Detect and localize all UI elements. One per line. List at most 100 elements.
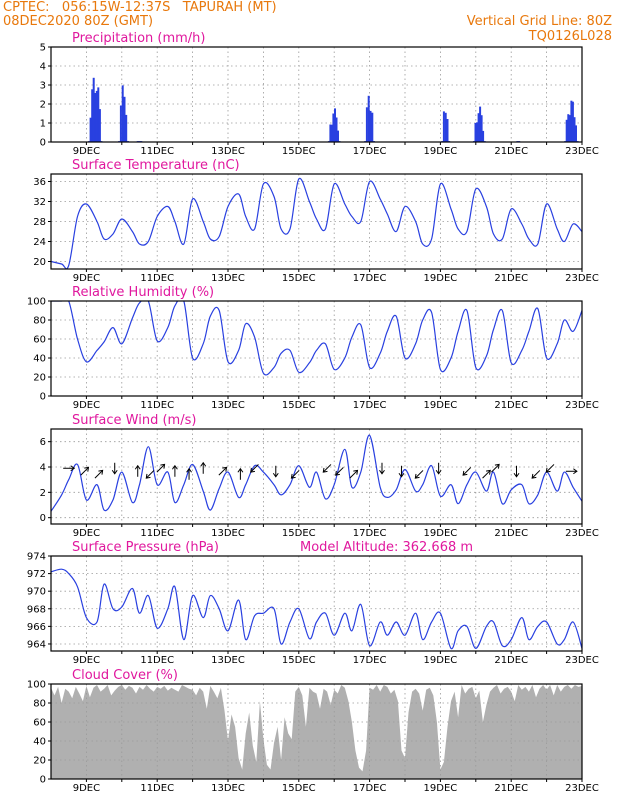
- precip-bar: [571, 101, 574, 142]
- x-tick-label: 21DEC: [494, 528, 528, 539]
- y-tick-label: 974: [27, 552, 46, 563]
- precip-bar: [442, 111, 445, 142]
- x-tick-label: 23DEC: [565, 655, 599, 666]
- x-tick-label: 9DEC: [73, 146, 100, 157]
- wind-arrow: [398, 465, 405, 478]
- precip-bar: [474, 123, 477, 142]
- panel-temperature: 20 24 28 32 36 9DEC 11DEC 13DEC 15DEC 17DEC 19DEC 2…: [33, 158, 599, 284]
- precip-bar: [123, 96, 126, 142]
- panel-frame: [50, 46, 583, 143]
- precip-bar: [567, 114, 570, 142]
- x-tick-label: 17DEC: [353, 783, 387, 794]
- panels: 0 1 2 3 4 5 9DEC 11DEC 13DEC 15DEC 17DEC 19DEC 21DEC…: [27, 31, 599, 794]
- y-tick-label: 40: [33, 354, 46, 365]
- panel-title: Surface Temperature (nC): [72, 158, 240, 173]
- wind-arrow: [379, 462, 385, 475]
- x-tick-label: 9DEC: [73, 273, 100, 284]
- precip-bar: [332, 113, 335, 142]
- x-tick-label: 11DEC: [140, 655, 174, 666]
- wind-arrow: [80, 466, 90, 476]
- y-tick-label: 968: [27, 604, 46, 615]
- y-tick-label: 28: [33, 217, 46, 228]
- y-tick-label: 2: [40, 100, 46, 111]
- precip-bar: [369, 110, 372, 142]
- panel-title: Surface Pressure (hPa): [72, 540, 219, 555]
- panel-humidity: 0 20 40 60 80 100 9DEC 11DEC 13DEC 15DEC 17DEC 19DE…: [27, 285, 599, 411]
- y-tick-label: 5: [40, 43, 46, 54]
- wind-arrow: [218, 466, 228, 476]
- precip-bar: [335, 117, 338, 142]
- precip-bar: [476, 122, 479, 142]
- wind-arrow: [414, 470, 424, 479]
- x-tick-label: 13DEC: [211, 528, 245, 539]
- wind-arrow: [63, 465, 76, 472]
- y-tick-label: 100: [27, 680, 46, 691]
- precip-bar: [92, 77, 95, 142]
- precip-bar: [367, 95, 370, 142]
- wind-arrow: [145, 470, 155, 479]
- y-tick-label: 966: [27, 622, 46, 633]
- x-tick-label: 23DEC: [565, 783, 599, 794]
- precip-bar: [89, 117, 92, 142]
- precip-bar: [334, 108, 336, 142]
- wind-arrow: [335, 467, 344, 476]
- precip-bar: [573, 117, 576, 142]
- series-line: [51, 434, 582, 512]
- y-tick-label: 0: [40, 392, 46, 403]
- header-location: CPTEC: 056:15W-12:37S TAPURAH (MT): [3, 0, 277, 15]
- header-model-code: TQ0126L028: [528, 29, 612, 44]
- x-tick-label: 9DEC: [73, 783, 100, 794]
- y-tick-label: 24: [33, 237, 46, 248]
- y-tick-label: 970: [27, 587, 46, 598]
- y-tick-label: 1: [40, 119, 46, 130]
- cloud-area: [51, 685, 582, 779]
- x-tick-label: 15DEC: [282, 146, 316, 157]
- x-tick-label: 19DEC: [424, 146, 458, 157]
- y-tick-label: 100: [27, 297, 46, 308]
- precip-bar: [568, 115, 571, 142]
- panel-title: Precipitation (mm/h): [72, 31, 205, 46]
- series-line: [51, 301, 582, 376]
- wind-arrow: [111, 462, 118, 475]
- precip-bar: [121, 85, 124, 142]
- x-tick-label: 13DEC: [211, 273, 245, 284]
- y-tick-label: 0: [40, 138, 46, 149]
- x-tick-label: 9DEC: [73, 528, 100, 539]
- x-tick-label: 19DEC: [424, 783, 458, 794]
- x-tick-label: 13DEC: [211, 146, 245, 157]
- x-tick-label: 15DEC: [282, 783, 316, 794]
- x-tick-label: 21DEC: [494, 783, 528, 794]
- wind-arrow: [545, 464, 555, 473]
- x-tick-label: 23DEC: [565, 528, 599, 539]
- wind-arrow: [513, 465, 520, 478]
- wind-arrow: [156, 463, 166, 473]
- wind-arrow: [482, 469, 491, 479]
- y-tick-label: 36: [33, 177, 46, 188]
- x-tick-label: 17DEC: [353, 655, 387, 666]
- wind-arrow: [186, 467, 192, 480]
- y-tick-label: 80: [33, 316, 46, 327]
- panel-title: Relative Humidity (%): [72, 285, 214, 300]
- x-tick-label: 11DEC: [140, 528, 174, 539]
- precip-bar: [565, 119, 568, 142]
- precip-bar: [98, 109, 101, 142]
- series-line: [51, 177, 582, 269]
- x-tick-label: 17DEC: [353, 528, 387, 539]
- y-tick-label: 0: [40, 513, 46, 524]
- x-tick-label: 11DEC: [140, 400, 174, 411]
- y-tick-label: 60: [33, 335, 46, 346]
- y-tick-label: 20: [33, 257, 46, 268]
- x-tick-label: 11DEC: [140, 146, 174, 157]
- wind-arrow: [322, 464, 332, 473]
- x-tick-label: 19DEC: [424, 655, 458, 666]
- panel-frame: [50, 428, 583, 525]
- x-tick-label: 23DEC: [565, 400, 599, 411]
- header-grid-line: Vertical Grid Line: 80Z: [467, 14, 612, 29]
- x-tick-label: 13DEC: [211, 783, 245, 794]
- y-tick-label: 60: [33, 718, 46, 729]
- precip-bar: [477, 113, 480, 142]
- y-tick-label: 2: [40, 488, 46, 499]
- panel-title: Surface Wind (m/s): [72, 413, 196, 428]
- x-tick-label: 21DEC: [494, 400, 528, 411]
- x-tick-label: 15DEC: [282, 655, 316, 666]
